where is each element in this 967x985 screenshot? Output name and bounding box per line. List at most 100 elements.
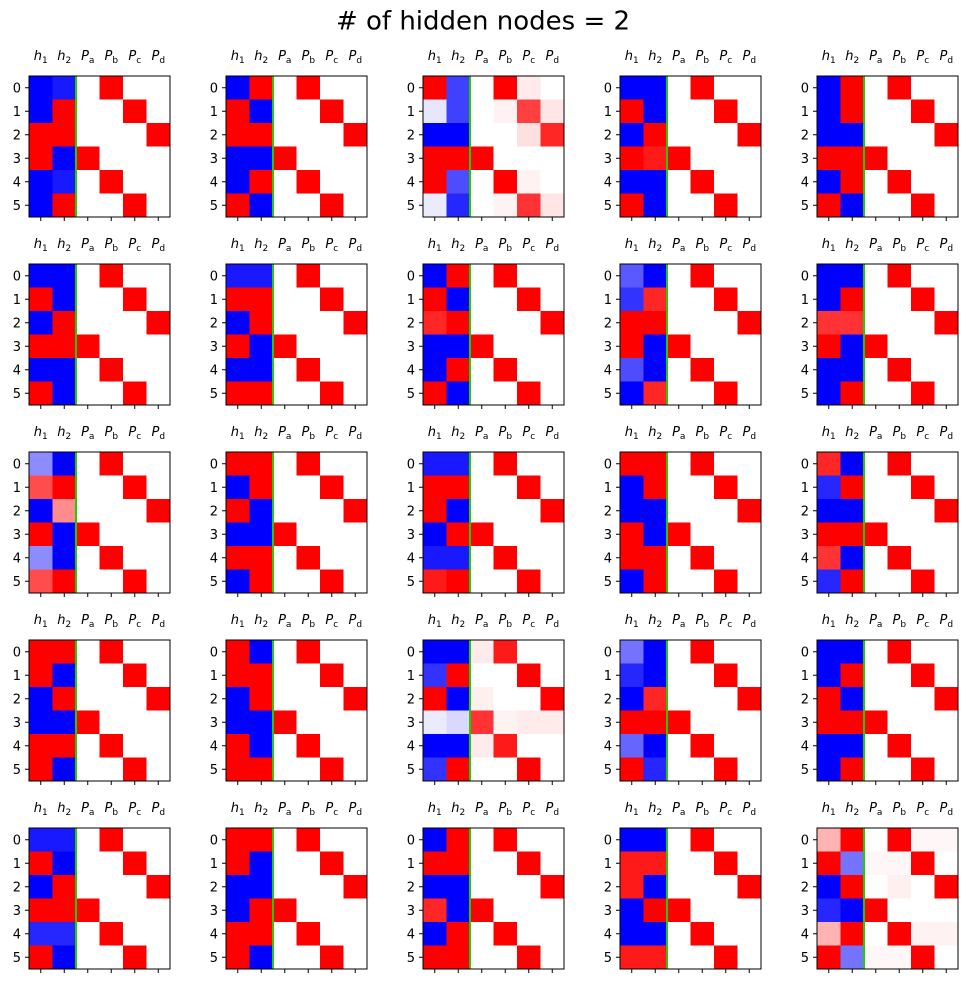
y-tick-label: 3 [604,528,612,543]
label-subscript: a [877,808,883,818]
heat-cell [52,828,77,852]
heat-cell [226,687,250,711]
label-subscript: a [89,432,95,442]
heat-cell [911,945,935,970]
heat-cell [864,569,888,594]
heat-cell [423,710,447,735]
heat-cell [226,757,250,782]
heat-cell [423,546,447,570]
heat-cell [226,287,250,312]
heat-cell [887,381,912,406]
heat-cell [911,710,935,735]
heat-cell [320,734,344,758]
label-subscript: a [483,620,489,630]
label-symbol: P [742,49,750,64]
heat-cell [864,687,888,711]
heat-cell [690,522,715,547]
heat-cell [470,922,494,946]
heat-cell [226,358,250,382]
heat-cell [52,334,77,359]
x-tick-label: Pd [348,237,362,254]
label-subscript: 2 [854,244,860,254]
label-symbol: h [254,237,262,252]
x-tick-label: Pb [695,49,709,66]
heat-cell [273,170,297,194]
heat-cell [343,522,368,547]
heat-cell [446,687,471,711]
x-tick-label: Pb [104,237,118,254]
heat-cell [76,640,100,664]
heat-cell [249,358,274,382]
x-tick-label: Pa [81,237,94,254]
heat-cell [714,945,738,970]
heat-cell [52,922,77,946]
y-tick-label: 1 [604,481,612,496]
heat-cell [296,710,321,735]
heat-cell [714,687,738,711]
label-subscript: c [924,56,929,66]
heat-cell [493,522,518,547]
label-subscript: 1 [436,244,442,254]
heat-cell [320,546,344,570]
y-tick-label: 2 [604,692,612,707]
heat-cell [714,757,738,782]
label-subscript: d [159,432,165,442]
x-tick-label: h1 [625,49,639,66]
heat-cell [540,311,565,335]
label-symbol: P [672,613,680,628]
heat-cell [343,640,368,664]
x-tick-label: Pc [325,801,338,818]
label-subscript: c [530,808,535,818]
heat-cell [52,170,77,194]
heat-cell [620,146,644,171]
heat-cell [840,828,865,852]
heat-cell [887,452,912,476]
x-tick-label: Pc [719,613,732,630]
heat-cell [99,663,124,688]
frame [816,827,959,970]
heat-cell [737,757,762,782]
heat-cell [887,828,912,852]
heat-cell [29,922,53,946]
heat-cell [320,123,344,147]
x-tick-label: Pd [545,801,559,818]
heat-cell [273,851,297,876]
heat-cell [887,663,912,688]
heat-cell [540,546,565,570]
heat-cell [296,99,321,124]
heat-cell [470,828,494,852]
label-symbol: h [822,425,830,440]
y-tick-label: 2 [407,692,415,707]
heat-cell [226,640,250,664]
label-subscript: 1 [830,244,836,254]
x-tick-label: h2 [254,425,268,442]
y-tick-label: 0 [801,269,809,284]
heat-cell [226,851,250,876]
heat-cell [667,499,691,523]
heat-cell [934,922,959,946]
x-tick-label: h2 [451,237,465,254]
heat-cell [517,922,541,946]
heat-cell [423,76,447,100]
heat-cell [343,287,368,312]
label-subscript: b [900,620,906,630]
heat-cell [146,170,171,194]
heat-cell [99,99,124,124]
label-symbol: P [939,613,947,628]
heat-cell [864,123,888,147]
label-subscript: 1 [633,432,639,442]
heat-cell [493,123,518,147]
heat-cell [273,193,297,218]
heat-cell [840,757,865,782]
heat-cell [423,663,447,688]
heat-cell [911,146,935,171]
heat-cell [714,898,738,923]
heat-cell [620,851,644,876]
heat-cell [423,99,447,124]
heat-cell [690,358,715,382]
y-tick-label: 0 [210,269,218,284]
label-symbol: P [916,237,924,252]
heat-cell [887,264,912,288]
heat-cell [123,663,147,688]
heat-cell [99,851,124,876]
